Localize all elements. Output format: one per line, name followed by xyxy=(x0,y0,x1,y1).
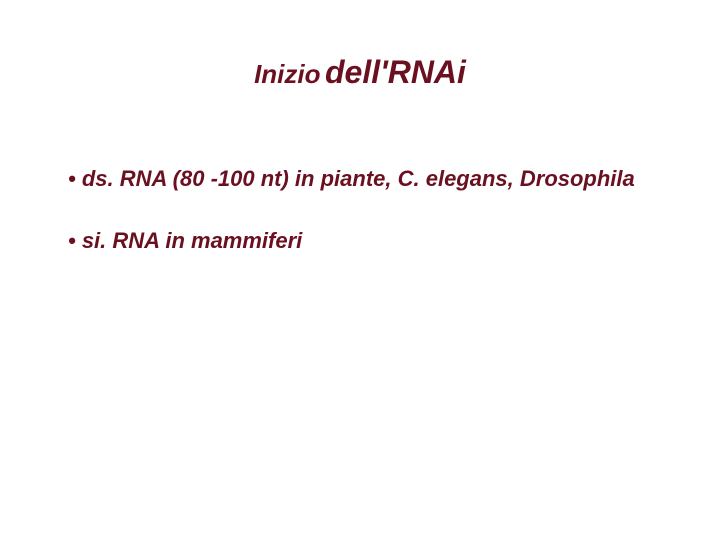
bullet-item: • ds. RNA (80 -100 nt) in piante, C. ele… xyxy=(68,166,680,192)
title-part2: dell'RNAi xyxy=(325,54,466,90)
slide-title: Inizio dell'RNAi xyxy=(0,54,720,91)
slide: Inizio dell'RNAi • ds. RNA (80 -100 nt) … xyxy=(0,0,720,540)
bullet-list: • ds. RNA (80 -100 nt) in piante, C. ele… xyxy=(68,166,680,290)
title-part1: Inizio xyxy=(254,59,320,89)
bullet-item: • si. RNA in mammiferi xyxy=(68,228,680,254)
